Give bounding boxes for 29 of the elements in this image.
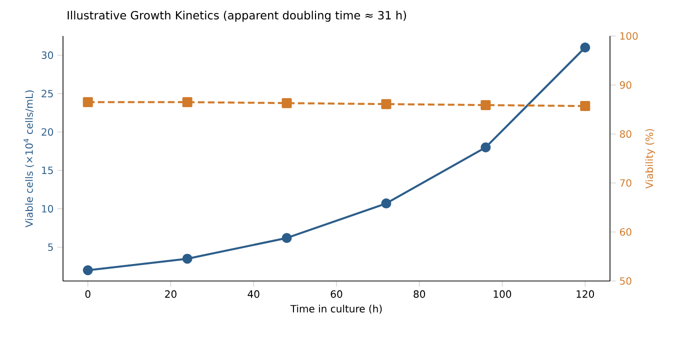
- x-tick-label: 40: [248, 290, 260, 298]
- point: [580, 42, 590, 53]
- x-tick-label: 80: [414, 290, 426, 298]
- point: [182, 254, 192, 264]
- point: [480, 142, 491, 152]
- chart-title: Illustrative Growth Kinetics (apparent doubling time ≈ 31 h): [68, 10, 406, 22]
- y-tick-label: 5: [48, 243, 53, 251]
- point: [381, 198, 392, 208]
- y-tick-label: 20: [42, 128, 54, 136]
- y-axis-title: Viable cells (×10$^{4}$ cells/mL): [24, 90, 34, 228]
- x-tick-label: 60: [330, 290, 342, 298]
- y2-tick-label: 50: [620, 277, 632, 285]
- y2-tick-label: 60: [620, 228, 632, 236]
- y2-tick-label: 90: [620, 81, 632, 89]
- x-axis-title: Time in culture (h): [290, 304, 382, 314]
- y-tick-label: 15: [42, 166, 53, 174]
- x-tick-label: 120: [576, 290, 594, 298]
- y-tick-label: 25: [42, 90, 53, 98]
- point: [82, 265, 93, 276]
- y2-tick-label: 70: [620, 179, 632, 187]
- x-tick-label: 20: [165, 290, 176, 298]
- y2-tick-label: 100: [620, 32, 638, 40]
- y2-tick-label: 80: [620, 130, 632, 138]
- x-tick-label: 0: [85, 290, 90, 298]
- x-tick-label: 100: [494, 290, 512, 298]
- point: [282, 232, 292, 243]
- y-tick-label: 30: [42, 51, 54, 59]
- y-tick-label: 10: [42, 205, 54, 213]
- y2-axis-title: Viability (%): [645, 129, 655, 189]
